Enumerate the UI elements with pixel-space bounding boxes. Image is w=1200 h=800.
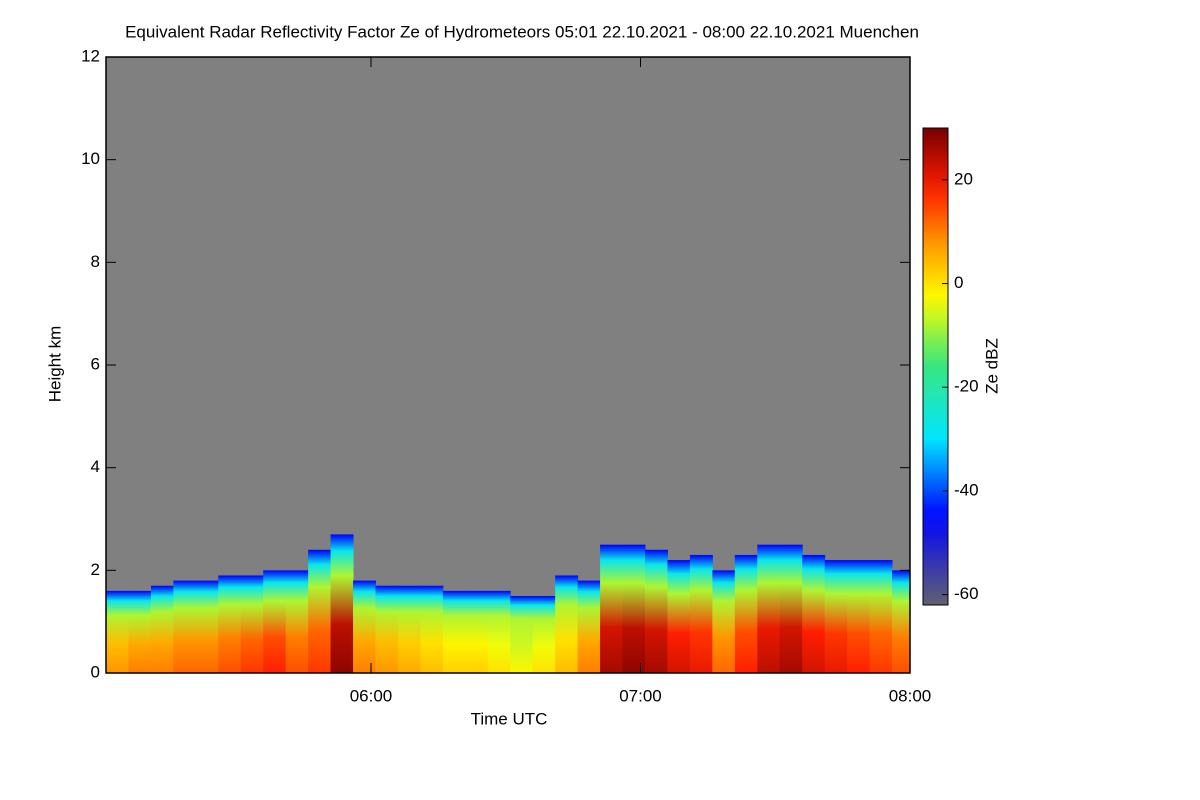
reflectivity-column xyxy=(555,575,579,673)
reflectivity-column xyxy=(263,570,287,673)
reflectivity-column xyxy=(397,585,421,673)
reflectivity-column xyxy=(465,590,489,673)
reflectivity-column xyxy=(779,544,803,673)
reflectivity-column xyxy=(128,590,152,673)
reflectivity-column xyxy=(644,549,668,673)
reflectivity-column xyxy=(802,554,826,673)
reflectivity-column xyxy=(510,596,534,673)
x-tick-label: 08:00 xyxy=(889,686,932,705)
reflectivity-column xyxy=(375,585,399,673)
reflectivity-column xyxy=(577,580,601,673)
reflectivity-column xyxy=(150,585,174,673)
reflectivity-column xyxy=(218,575,242,673)
reflectivity-column xyxy=(195,580,219,673)
y-tick-label: 0 xyxy=(91,662,100,681)
reflectivity-column xyxy=(420,585,444,673)
x-tick-label: 06:00 xyxy=(350,686,393,705)
reflectivity-column xyxy=(600,544,624,673)
colorbar-tick-label: -20 xyxy=(954,377,979,396)
reflectivity-column xyxy=(532,596,556,673)
y-tick-label: 6 xyxy=(91,354,100,373)
reflectivity-column xyxy=(869,560,893,673)
colorbar-tick-label: 20 xyxy=(954,169,973,188)
reflectivity-column xyxy=(285,570,309,673)
reflectivity-column xyxy=(757,544,781,673)
colorbar-tick-label: -40 xyxy=(954,480,979,499)
reflectivity-column xyxy=(106,590,129,673)
colorbar-tick-label: -60 xyxy=(954,584,979,603)
reflectivity-column xyxy=(622,544,646,673)
x-axis-label: Time UTC xyxy=(471,709,548,728)
y-tick-label: 4 xyxy=(91,457,100,476)
reflectivity-column xyxy=(892,570,911,673)
x-tick-label: 07:00 xyxy=(619,686,662,705)
reflectivity-column xyxy=(847,560,871,673)
reflectivity-column xyxy=(824,560,848,673)
reflectivity-column xyxy=(734,554,758,673)
reflectivity-column xyxy=(173,580,197,673)
reflectivity-column xyxy=(240,575,264,673)
reflectivity-column xyxy=(330,534,354,673)
y-axis-label: Height km xyxy=(45,326,64,403)
reflectivity-column xyxy=(487,590,511,673)
y-tick-label: 8 xyxy=(91,252,100,271)
colorbar-label: Ze dBZ xyxy=(982,338,1001,394)
reflectivity-column xyxy=(689,554,713,673)
reflectivity-column xyxy=(308,549,332,673)
chart-title: Equivalent Radar Reflectivity Factor Ze … xyxy=(125,22,919,41)
y-tick-label: 2 xyxy=(91,560,100,579)
colorbar xyxy=(922,127,949,606)
y-tick-label: 12 xyxy=(81,46,100,65)
reflectivity-column xyxy=(353,580,376,673)
reflectivity-column xyxy=(712,570,736,673)
colorbar-tick-label: 0 xyxy=(954,273,963,292)
reflectivity-column xyxy=(667,560,691,673)
reflectivity-column xyxy=(442,590,466,673)
y-tick-label: 10 xyxy=(81,149,100,168)
